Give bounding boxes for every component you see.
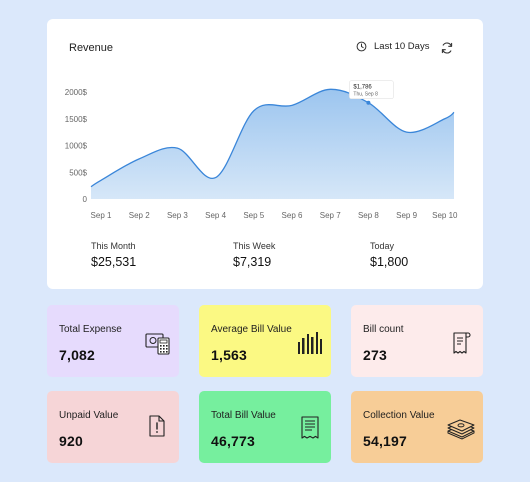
area-fill	[91, 89, 454, 199]
x-tick-label: Sep 9	[396, 211, 417, 220]
card-label: Unpaid Value	[59, 410, 119, 421]
bar-code-icon	[298, 332, 322, 354]
summary-value: $7,319	[233, 255, 272, 269]
cash-stack-icon	[447, 419, 475, 440]
tooltip-box	[349, 80, 394, 100]
summary-value: $25,531	[91, 255, 137, 269]
card-total-expense[interactable]: Total Expense 7,082	[47, 305, 179, 377]
calculator-icon	[145, 333, 170, 355]
card-value: 46,773	[211, 433, 256, 449]
y-tick-label: 500$	[69, 168, 87, 177]
date-range-selector[interactable]: Last 10 Days	[356, 41, 429, 52]
card-value: 1,563	[211, 347, 248, 363]
x-tick-label: Sep 2	[129, 211, 150, 220]
card-label: Average Bill Value	[211, 324, 292, 335]
summary-this-week: This Week $7,319	[233, 241, 275, 269]
date-range-label: Last 10 Days	[374, 41, 430, 52]
summary-this-month: This Month $25,531	[91, 241, 136, 269]
card-total-bill-value[interactable]: Total Bill Value 46,773	[199, 391, 331, 463]
x-tick-label: Sep 4	[205, 211, 226, 220]
x-tick-label: Sep 5	[243, 211, 264, 220]
summary-value: $1,800	[370, 255, 409, 269]
unpaid-invoice-icon	[149, 415, 165, 437]
card-label: Bill count	[363, 324, 404, 335]
date-range-button[interactable]: Last 10 Days	[356, 41, 429, 52]
summary-label: This Week	[233, 241, 276, 251]
card-value: 273	[363, 347, 387, 363]
y-tick-label: 1000$	[65, 142, 88, 151]
card-average-bill-value[interactable]: Average Bill Value 1,563	[199, 305, 331, 377]
refresh-icon[interactable]	[440, 41, 454, 55]
panel-title: Revenue	[69, 42, 114, 54]
x-tick-label: Sep 1	[91, 211, 112, 220]
card-bill-count[interactable]: Bill count 273	[351, 305, 483, 377]
x-tick-label: Sep 3	[167, 211, 188, 220]
card-value: 7,082	[59, 347, 96, 363]
y-tick-label: 1500$	[65, 115, 88, 124]
series-line	[90, 88, 455, 188]
revenue-panel: Revenue Last 10 Days 2000$ 1500$ 1000$ 500$…	[47, 19, 483, 289]
card-label: Total Bill Value	[211, 410, 276, 421]
card-label: Total Expense	[59, 324, 122, 335]
x-tick-label: Sep 6	[282, 211, 303, 220]
summary-today: Today $1,800	[370, 241, 408, 269]
summary-label: This Month	[91, 241, 136, 251]
card-unpaid-value[interactable]: Unpaid Value 920	[47, 391, 179, 463]
tooltip-value: $1,786	[353, 85, 372, 91]
x-tick-label: Sep 7	[320, 211, 341, 220]
y-tick-label: 0	[83, 195, 88, 204]
card-label: Collection Value	[363, 410, 435, 421]
summary-label: Today	[370, 241, 395, 251]
y-tick-label: 2000$	[65, 88, 88, 97]
card-value: 920	[59, 433, 83, 449]
card-value: 54,197	[363, 433, 408, 449]
x-tick-label: Sep 8	[358, 211, 379, 220]
tooltip-marker	[366, 100, 371, 105]
receipt-icon	[453, 332, 471, 354]
bill-icon	[301, 416, 319, 439]
clock-icon	[356, 41, 367, 52]
tooltip-date: Thu, Sep 8	[353, 92, 378, 98]
x-tick-label: Sep 10	[432, 211, 458, 220]
card-collection-value[interactable]: Collection Value 54,197	[351, 391, 483, 463]
